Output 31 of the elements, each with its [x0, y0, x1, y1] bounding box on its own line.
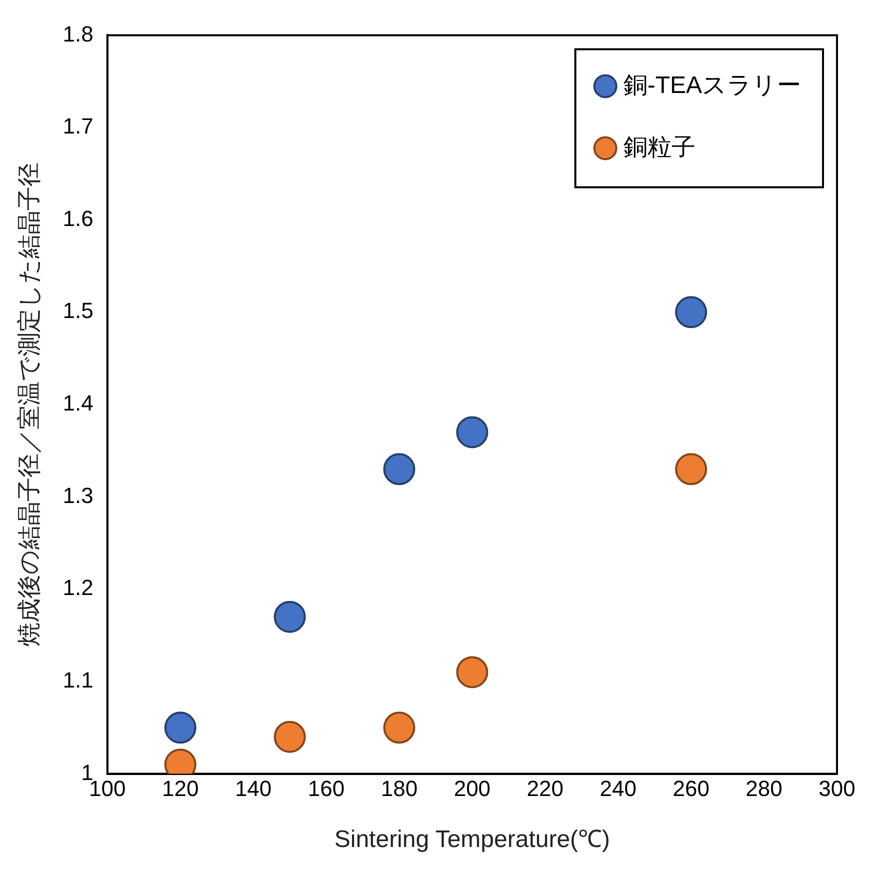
y-tick-label: 1.2 [62, 575, 94, 600]
point [274, 720, 306, 753]
y-tick-label: 1.6 [62, 206, 94, 231]
point [675, 453, 708, 486]
point [383, 453, 416, 486]
y-tick-label: 1.7 [62, 114, 94, 139]
x-axis-title: Sintering Temperature(℃) [334, 826, 610, 854]
point [456, 656, 488, 688]
x-tick-label: 220 [526, 776, 564, 802]
point [456, 416, 488, 448]
x-tick-label: 280 [746, 776, 782, 802]
x-tick-label: 180 [380, 776, 418, 802]
x-tick-label: 240 [600, 776, 636, 802]
x-tick-label: 140 [234, 776, 272, 802]
point [675, 296, 708, 328]
point [274, 600, 306, 633]
y-tick-label: 1.4 [62, 390, 94, 416]
point [383, 712, 416, 744]
y-axis-title: 焼成後の結晶子径／室温で測定した結晶子径 [16, 162, 44, 646]
legend-label: 銅粒子 [623, 134, 696, 161]
legend-label: 銅-TEAスラリー [623, 72, 802, 99]
x-tick-label: 160 [308, 776, 345, 802]
x-tick-label: 300 [818, 776, 856, 802]
x-tick-label: 260 [672, 776, 710, 802]
y-tick-label: 1.8 [62, 21, 94, 46]
y-tick-label: 1.5 [62, 298, 94, 324]
y-tick-label: 1.1 [62, 668, 94, 693]
x-tick-label: 200 [454, 776, 491, 802]
point [164, 712, 196, 744]
y-tick-label: 1.3 [62, 482, 94, 508]
x-tick-label: 120 [162, 776, 199, 802]
